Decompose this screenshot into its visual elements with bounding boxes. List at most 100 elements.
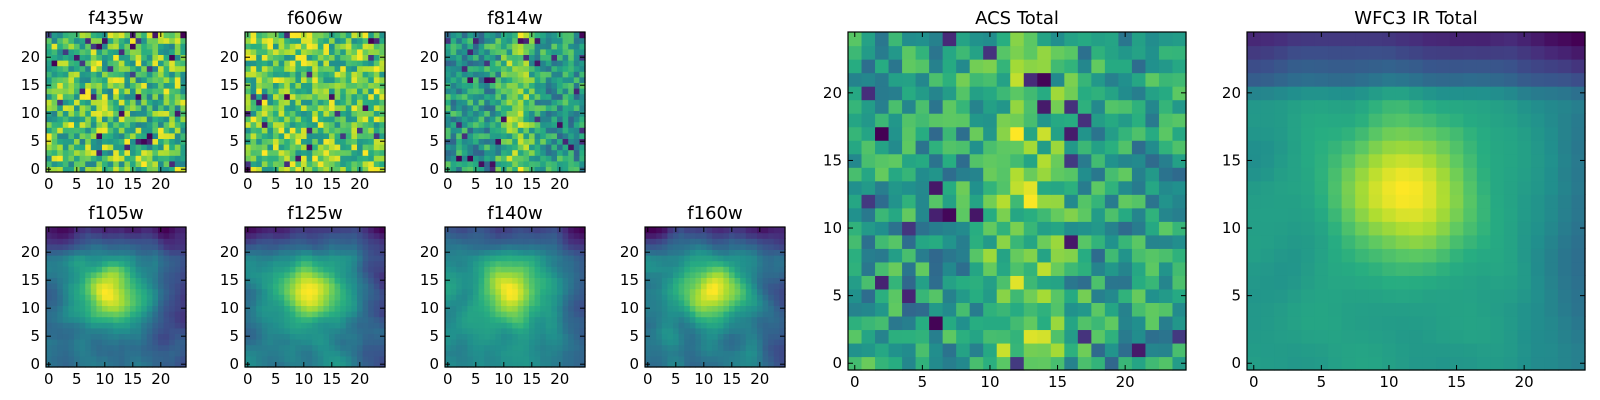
heatmap-cell	[174, 37, 181, 44]
heatmap-cell	[312, 110, 319, 117]
heatmap-cell	[379, 344, 386, 351]
heatmap-cell	[1422, 194, 1437, 209]
heatmap-cell	[875, 72, 890, 87]
heatmap-cell	[278, 155, 285, 162]
heatmap-cell	[62, 138, 69, 145]
heatmap-cell	[1131, 248, 1147, 263]
heatmap-cell	[158, 344, 165, 351]
heatmap-cell	[118, 116, 125, 123]
heatmap-cell	[135, 316, 142, 323]
heatmap-cell	[368, 82, 375, 89]
heatmap-cell	[484, 288, 491, 295]
heatmap-cell	[345, 60, 352, 67]
heatmap-cell	[517, 99, 524, 106]
heatmap-cell	[289, 260, 296, 267]
heatmap-cell	[323, 227, 330, 234]
heatmap-cell	[1503, 194, 1518, 209]
heatmap-cell	[506, 327, 513, 334]
heatmap-cell	[312, 333, 319, 340]
heatmap-cell	[102, 110, 109, 117]
heatmap-cell	[362, 32, 369, 39]
heatmap-cell	[1463, 207, 1478, 222]
heatmap-cell	[1368, 315, 1383, 331]
heatmap-cell	[373, 71, 380, 78]
heatmap-cell	[996, 288, 1011, 303]
heatmap-cell	[146, 350, 153, 357]
heatmap-cell	[79, 350, 86, 357]
heatmap-cell	[1557, 153, 1573, 168]
heatmap-cell	[158, 54, 165, 61]
heatmap-cell	[861, 180, 876, 195]
heatmap-cell	[523, 355, 530, 362]
heatmap-cell	[1557, 356, 1573, 371]
heatmap-cell	[529, 116, 536, 123]
heatmap-cell	[568, 54, 575, 61]
heatmap-cell	[317, 88, 324, 95]
heatmap-cell	[357, 260, 364, 267]
heatmap-cell	[180, 322, 187, 329]
heatmap-cell	[915, 167, 930, 182]
heatmap-cell	[256, 255, 263, 262]
heatmap-cell	[135, 155, 142, 162]
heatmap-cell	[102, 327, 109, 334]
heatmap-cell	[1571, 72, 1586, 87]
heatmap-cell	[289, 121, 296, 128]
heatmap-cell	[362, 238, 369, 245]
heatmap-cell	[1422, 113, 1437, 128]
heatmap-cell	[489, 155, 496, 162]
heatmap-cell	[1490, 207, 1505, 222]
heatmap-cell	[1530, 72, 1546, 87]
heatmap-cell	[96, 316, 103, 323]
heatmap-cell	[557, 322, 564, 329]
heatmap-cell	[118, 104, 125, 111]
heatmap-cell	[379, 99, 386, 106]
heatmap-cell	[180, 232, 187, 239]
heatmap-cell	[1314, 32, 1329, 47]
heatmap-cell	[956, 32, 971, 47]
heatmap-cell	[169, 99, 176, 106]
heatmap-cell	[57, 48, 64, 55]
heatmap-cell	[57, 160, 64, 167]
heatmap-cell	[124, 322, 131, 329]
heatmap-cell	[861, 288, 876, 303]
heatmap-cell	[1091, 45, 1106, 60]
heatmap-cell	[261, 88, 268, 95]
heatmap-cell	[996, 329, 1011, 344]
heatmap-cell	[1010, 153, 1025, 168]
heatmap-cell	[1517, 45, 1532, 60]
heatmap-cell	[74, 350, 81, 357]
heatmap-cell	[295, 249, 302, 256]
heatmap-cell	[62, 322, 69, 329]
heatmap-cell	[551, 333, 558, 340]
heatmap-cell	[152, 350, 159, 357]
heatmap-cell	[1544, 356, 1559, 371]
heatmap-cell	[301, 48, 308, 55]
heatmap-cell	[124, 355, 131, 362]
heatmap-cell	[540, 327, 547, 334]
heatmap-cell	[180, 243, 187, 250]
heatmap-cell	[62, 238, 69, 245]
heatmap-cell	[1260, 315, 1275, 331]
y-tick-label: 5	[229, 327, 239, 345]
heatmap-cell	[278, 255, 285, 262]
heatmap-cell	[996, 342, 1011, 358]
heatmap-cell	[373, 144, 380, 151]
heatmap-cell	[368, 138, 375, 145]
heatmap-cell	[51, 355, 58, 362]
heatmap-cell	[46, 243, 53, 250]
heatmap-cell	[956, 329, 971, 344]
heatmap-cell	[1490, 221, 1505, 236]
heatmap-cell	[174, 76, 181, 83]
panel-title: ACS Total	[975, 8, 1059, 29]
heatmap-cell	[956, 248, 971, 263]
heatmap-cell	[1503, 302, 1518, 317]
heatmap-cell	[1328, 261, 1343, 276]
heatmap-cell	[57, 238, 64, 245]
heatmap-cell	[158, 121, 165, 128]
heatmap-cell	[289, 116, 296, 123]
heatmap-cell	[534, 344, 541, 351]
heatmap-cell	[1301, 113, 1316, 128]
heatmap-cell	[357, 60, 364, 67]
heatmap-cell	[373, 48, 380, 55]
axes-frame	[45, 226, 187, 368]
